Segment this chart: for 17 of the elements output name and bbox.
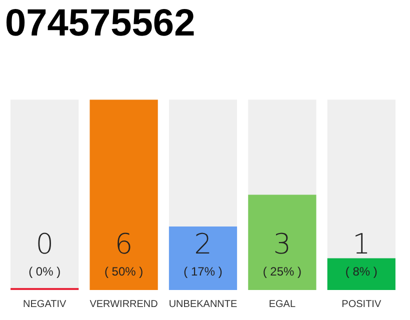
data-label: 3: [273, 227, 292, 260]
chart-title: 074575562: [5, 2, 196, 44]
bar: [327, 258, 396, 290]
x-tick-label: EGAL: [268, 298, 296, 310]
data-label: 2: [194, 227, 212, 260]
annotation: ( 25% ): [262, 264, 302, 278]
data-label: 6: [114, 227, 133, 260]
x-tick-label: UNBEKANNTE: [168, 298, 238, 310]
data-label: 0: [36, 227, 54, 260]
annotation: ( 50% ): [104, 264, 144, 278]
x-tick-label: POSITIV: [342, 298, 382, 310]
annotation: ( 8% ): [345, 264, 378, 278]
x-tick-label: VERWIRREND: [90, 298, 158, 310]
x-tick-label: NEGATIV: [23, 298, 67, 310]
annotation: ( 0% ): [28, 264, 61, 278]
annotation: ( 17% ): [184, 264, 222, 278]
data-label: 1: [352, 227, 370, 260]
